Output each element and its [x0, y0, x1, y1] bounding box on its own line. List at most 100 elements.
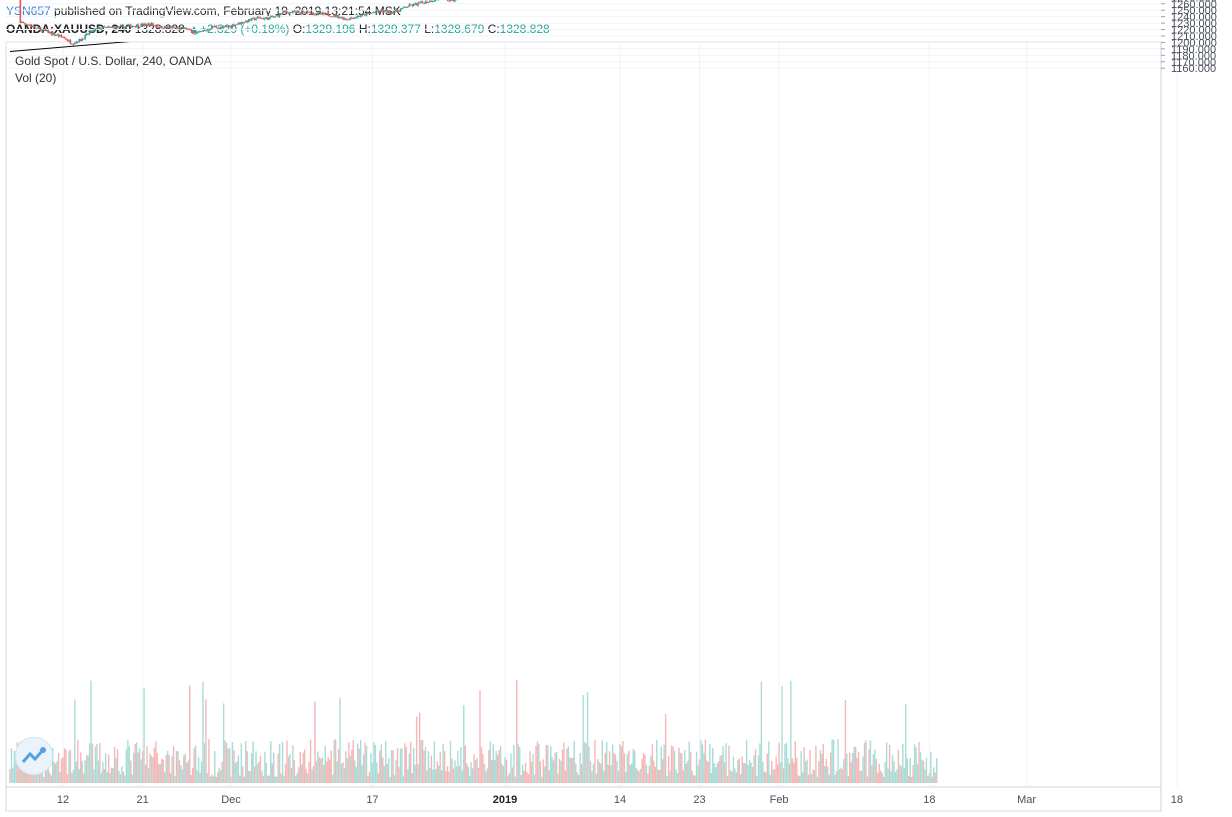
volume-bar — [846, 753, 848, 783]
candle-body — [424, 1, 427, 4]
volume-bar — [340, 763, 343, 783]
candle-body — [367, 12, 369, 14]
volume-bar — [541, 776, 543, 783]
candle-body — [66, 39, 69, 42]
volume-bar — [908, 775, 910, 783]
volume-bar — [896, 769, 898, 783]
volume-bar — [342, 762, 344, 783]
candle-body — [379, 11, 381, 13]
volume-bar — [53, 761, 55, 783]
volume-bar — [927, 775, 929, 783]
volume-bar — [782, 768, 785, 783]
candle-body — [59, 34, 61, 37]
candle-body — [239, 22, 241, 25]
volume-bar — [246, 751, 248, 783]
volume-bar — [641, 758, 643, 783]
volume-bar — [608, 751, 611, 783]
candle-body — [26, 24, 29, 26]
volume-bar — [84, 760, 86, 783]
candle-body — [112, 27, 114, 28]
volume-bar — [502, 765, 505, 783]
x-tick-label: 18 — [923, 794, 935, 806]
candle-body — [19, 0, 22, 23]
volume-bar — [233, 750, 235, 783]
candle-body — [252, 17, 254, 19]
volume-bar — [65, 749, 67, 783]
candle-body — [141, 23, 144, 26]
candle-body — [237, 22, 240, 25]
volume-bar — [894, 771, 897, 783]
volume-bar — [306, 773, 309, 783]
candle-body — [267, 17, 269, 20]
volume-bar — [619, 744, 621, 783]
volume-bar — [249, 771, 251, 783]
candle-body — [68, 40, 70, 42]
candle-body — [426, 1, 428, 3]
tradingview-logo-icon — [15, 737, 53, 775]
volume-bar — [753, 755, 755, 783]
volume-bar — [788, 763, 791, 783]
volume-bar — [741, 756, 743, 783]
volume-bar — [354, 760, 356, 783]
volume-bar — [256, 763, 259, 783]
volume-bar — [859, 770, 861, 783]
candle-body — [144, 23, 147, 25]
volume-bar — [629, 765, 631, 783]
volume-bar — [429, 767, 431, 783]
volume-bar — [498, 749, 500, 783]
volume-bar — [685, 763, 687, 783]
volume-bar — [919, 752, 922, 783]
volume-bar — [717, 761, 720, 783]
volume-bar — [109, 773, 111, 783]
x-tick-label: 18 — [1171, 794, 1183, 806]
volume-bar — [709, 744, 711, 783]
candle-body — [272, 16, 275, 18]
volume-bar — [754, 749, 757, 783]
volume-bar — [482, 753, 484, 783]
candle-body — [331, 16, 334, 18]
volume-bar — [691, 770, 693, 783]
candle-body — [368, 13, 371, 15]
candle-body — [152, 23, 154, 26]
author-link[interactable]: YSN657 — [6, 4, 51, 18]
volume-bar — [670, 745, 673, 783]
volume-bar — [622, 740, 624, 783]
candle-body — [328, 15, 331, 17]
volume-bar — [698, 759, 701, 783]
volume-bar — [52, 747, 54, 783]
volume-bar — [116, 749, 119, 783]
candle-body — [284, 10, 287, 12]
candle-body — [411, 5, 414, 6]
volume-bar — [122, 771, 125, 783]
volume-bar — [432, 769, 434, 783]
candle-body — [122, 25, 125, 29]
volume-bar — [570, 758, 573, 783]
volume-bar — [881, 772, 883, 783]
volume-bar — [367, 776, 369, 783]
volume-bar — [211, 774, 213, 783]
candle-body — [94, 28, 97, 30]
candle-body — [349, 17, 352, 20]
volume-bar — [49, 772, 51, 783]
volume-bar — [60, 758, 63, 783]
volume-bar — [600, 763, 602, 783]
candle-body — [200, 31, 203, 32]
x-tick-label: 21 — [136, 794, 148, 806]
volume-bar — [187, 760, 189, 783]
volume-bar — [530, 761, 533, 783]
volume-bar — [692, 774, 695, 783]
y-tick-label: 1200.000 — [1171, 37, 1217, 49]
volume-bar — [527, 774, 530, 783]
candle-body — [396, 9, 399, 11]
candle-body — [365, 12, 368, 16]
candle-body — [188, 29, 191, 31]
low-label: L: — [424, 22, 435, 36]
volume-bar — [743, 763, 745, 783]
volume-bar — [43, 776, 45, 783]
volume-bar — [401, 748, 403, 783]
volume-bar — [267, 775, 269, 783]
candle-body — [209, 29, 212, 30]
volume-bar — [309, 739, 312, 783]
volume-bar — [292, 745, 294, 783]
